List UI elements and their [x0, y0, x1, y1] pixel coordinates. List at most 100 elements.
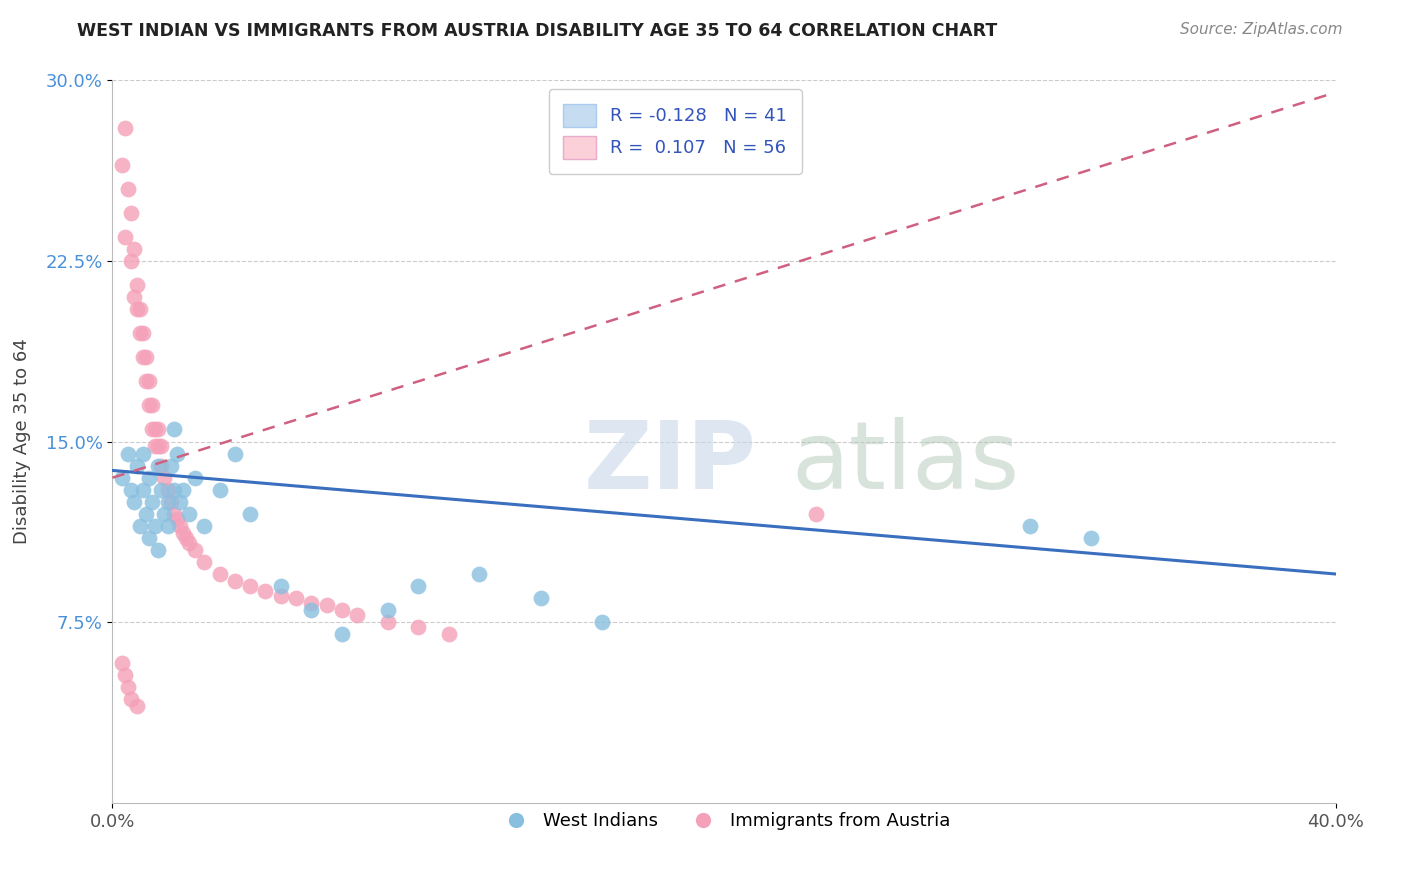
Y-axis label: Disability Age 35 to 64: Disability Age 35 to 64 [14, 339, 31, 544]
Point [138, 470, 160, 484]
Point [299, 596, 322, 610]
Point [804, 507, 827, 521]
Point [150, 483, 173, 497]
Text: atlas: atlas [792, 417, 1019, 509]
Point [166, 511, 188, 525]
Point [591, 615, 613, 630]
Point [239, 507, 262, 521]
Point [224, 446, 246, 460]
Point [111, 157, 134, 171]
Point [138, 374, 160, 388]
Point [346, 607, 368, 622]
Point [169, 494, 191, 508]
Point [129, 326, 152, 340]
Point [120, 205, 142, 219]
Point [177, 507, 200, 521]
Point [143, 518, 166, 533]
Point [143, 422, 166, 436]
Point [148, 422, 170, 436]
Point [270, 589, 292, 603]
Point [120, 253, 142, 268]
Point [122, 494, 145, 508]
Point [117, 680, 139, 694]
Point [129, 301, 152, 317]
Point [153, 470, 176, 484]
Point [208, 567, 231, 582]
Point [120, 692, 142, 706]
Point [150, 458, 173, 473]
Point [129, 518, 152, 533]
Point [377, 603, 399, 617]
Point [468, 567, 491, 582]
Point [141, 422, 163, 436]
Point [120, 483, 142, 497]
Point [437, 627, 460, 641]
Point [114, 668, 136, 682]
Point [117, 446, 139, 460]
Point [166, 446, 188, 460]
Point [254, 583, 277, 598]
Point [184, 470, 207, 484]
Point [153, 507, 176, 521]
Point [163, 507, 186, 521]
Point [132, 350, 155, 364]
Point [143, 439, 166, 453]
Point [125, 301, 148, 317]
Point [132, 483, 155, 497]
Point [270, 579, 292, 593]
Point [117, 181, 139, 195]
Point [125, 277, 148, 292]
Text: WEST INDIAN VS IMMIGRANTS FROM AUSTRIA DISABILITY AGE 35 TO 64 CORRELATION CHART: WEST INDIAN VS IMMIGRANTS FROM AUSTRIA D… [77, 22, 998, 40]
Point [172, 483, 194, 497]
Point [299, 603, 322, 617]
Point [177, 535, 200, 549]
Point [163, 422, 186, 436]
Point [408, 579, 430, 593]
Point [159, 494, 181, 508]
Point [172, 526, 194, 541]
Point [1080, 531, 1102, 545]
Point [193, 555, 215, 569]
Point [208, 483, 231, 497]
Point [111, 656, 134, 670]
Point [193, 518, 215, 533]
Point [163, 483, 186, 497]
Point [408, 620, 430, 634]
Point [148, 458, 170, 473]
Point [224, 574, 246, 589]
Point [111, 470, 134, 484]
Point [132, 446, 155, 460]
Point [125, 458, 148, 473]
Point [135, 350, 157, 364]
Point [156, 518, 179, 533]
Point [138, 531, 160, 545]
Point [330, 603, 353, 617]
Point [141, 494, 163, 508]
Text: ZIP: ZIP [583, 417, 756, 509]
Point [122, 242, 145, 256]
Point [284, 591, 308, 605]
Point [159, 458, 181, 473]
Point [377, 615, 399, 630]
Point [148, 542, 170, 557]
Point [174, 531, 197, 545]
Point [150, 439, 173, 453]
Text: Source: ZipAtlas.com: Source: ZipAtlas.com [1180, 22, 1343, 37]
Point [315, 599, 337, 613]
Point [156, 483, 179, 497]
Point [1018, 518, 1040, 533]
Point [239, 579, 262, 593]
Point [141, 398, 163, 412]
Point [148, 439, 170, 453]
Point [530, 591, 553, 605]
Point [138, 398, 160, 412]
Point [156, 494, 179, 508]
Point [135, 374, 157, 388]
Point [122, 290, 145, 304]
Point [132, 326, 155, 340]
Point [184, 542, 207, 557]
Point [114, 121, 136, 136]
Point [169, 518, 191, 533]
Point [114, 230, 136, 244]
Point [330, 627, 353, 641]
